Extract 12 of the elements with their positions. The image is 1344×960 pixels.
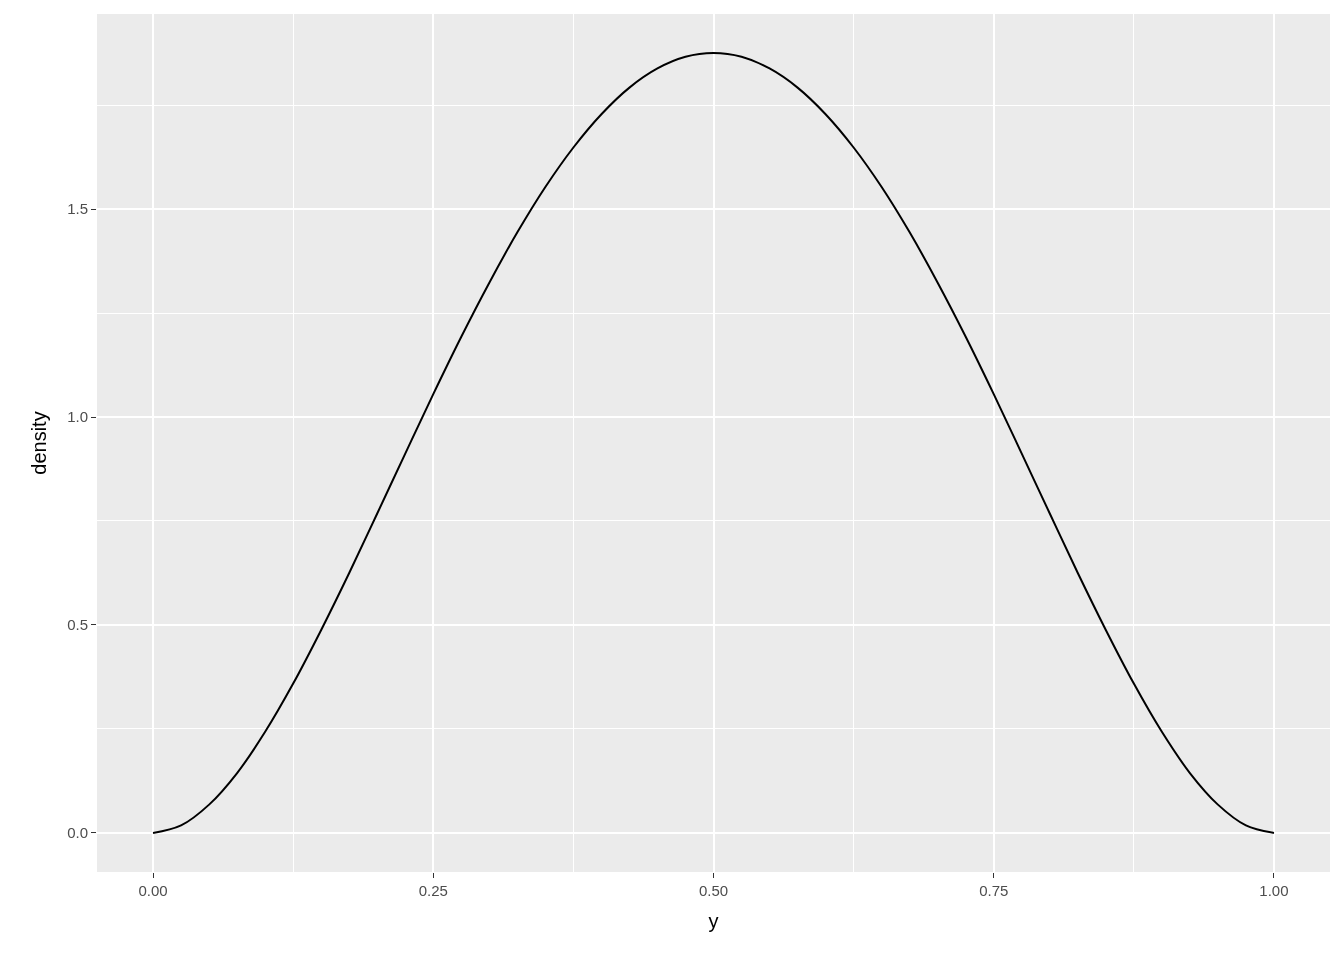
y-tick-label: 0.0 <box>67 824 88 842</box>
x-axis-title: y <box>708 909 719 932</box>
y-tick-label: 1.0 <box>67 408 88 426</box>
x-tick-label: 0.50 <box>698 882 729 899</box>
x-tick-label: 1.00 <box>1259 882 1289 899</box>
line-series <box>152 52 1275 834</box>
x-tick-label: 0.75 <box>979 882 1009 899</box>
x-tick-label: 0.25 <box>418 882 448 899</box>
y-axis-title: density <box>27 411 50 475</box>
x-tick-label: 0.00 <box>138 882 168 899</box>
y-tick-label: 0.5 <box>67 616 88 634</box>
y-tick-label: 1.5 <box>67 200 88 218</box>
